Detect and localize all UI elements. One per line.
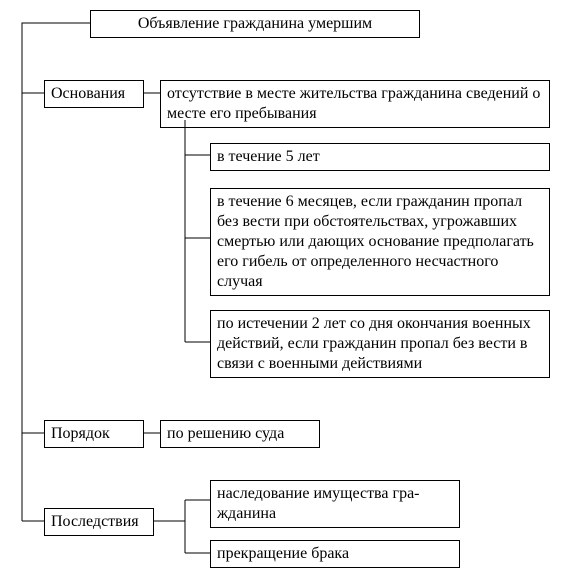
procedure-label: Порядок	[51, 425, 110, 442]
consequences-sub-2-text: прекращение брака	[217, 545, 349, 562]
title-box: Объявление гражданина умершим	[90, 10, 420, 38]
grounds-detail-text: отсутствие в месте жительства гражданина…	[167, 85, 540, 122]
grounds-label-box: Основания	[44, 80, 144, 108]
grounds-label: Основания	[51, 85, 125, 102]
consequences-sub-1-text: наследование имущества гра­жданина	[217, 485, 420, 522]
grounds-sub-2-text: в течение 6 месяцев, если гражданин проп…	[217, 193, 534, 290]
consequences-label-box: Последствия	[44, 508, 154, 536]
procedure-detail-box: по решению суда	[160, 420, 320, 448]
grounds-sub-1-text: в течение 5 лет	[217, 148, 320, 165]
consequences-sub-1: наследование имущества гра­жданина	[210, 480, 460, 528]
title-text: Объявление гражданина умершим	[138, 15, 372, 32]
procedure-detail-text: по решению суда	[167, 425, 284, 442]
grounds-sub-3-text: по истечении 2 лет со дня окончания воен…	[217, 315, 531, 372]
grounds-sub-2: в течение 6 месяцев, если гражданин проп…	[210, 188, 550, 296]
procedure-label-box: Порядок	[44, 420, 144, 448]
grounds-sub-1: в течение 5 лет	[210, 143, 550, 171]
consequences-sub-2: прекращение брака	[210, 540, 460, 568]
grounds-sub-3: по истечении 2 лет со дня окончания воен…	[210, 310, 550, 378]
consequences-label: Последствия	[51, 513, 139, 530]
grounds-detail-box: отсутствие в месте жительства гражданина…	[160, 80, 550, 128]
